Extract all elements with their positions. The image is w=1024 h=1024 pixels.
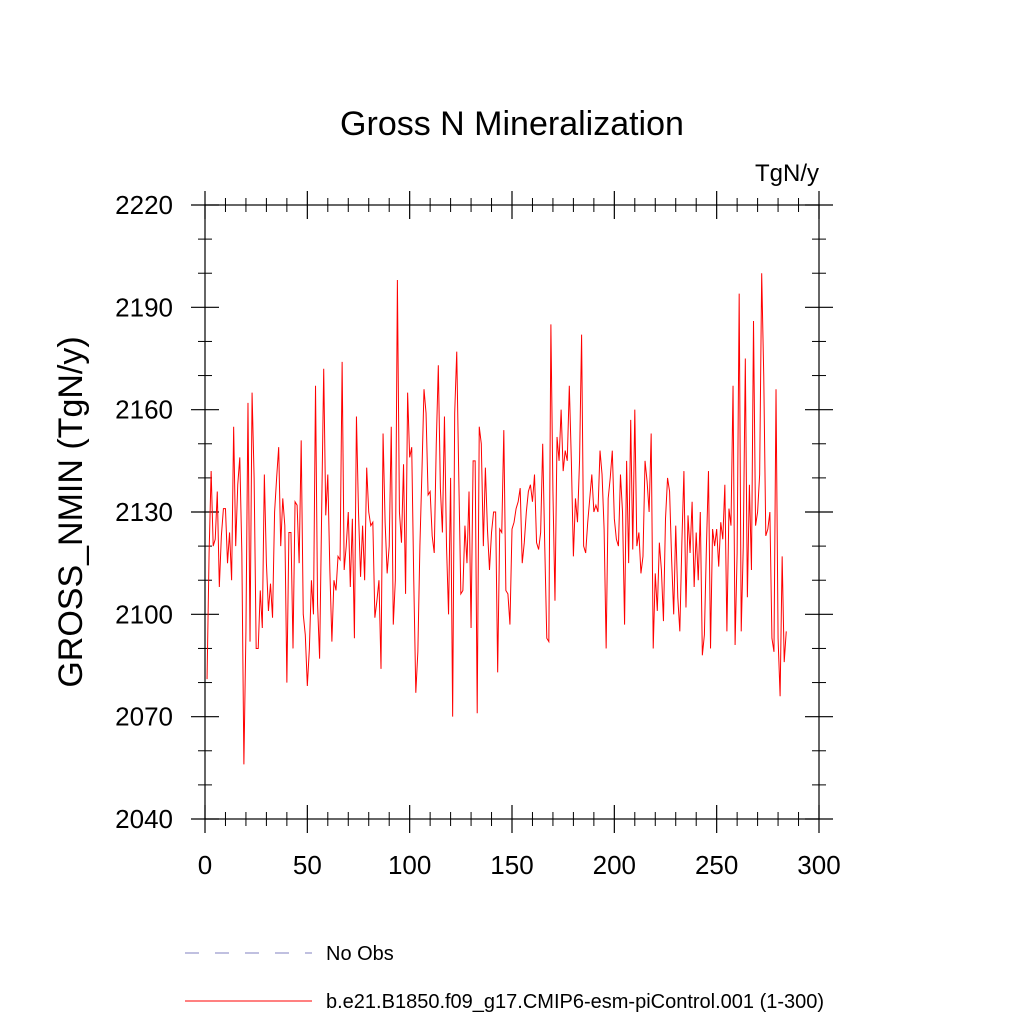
y-tick-label: 2220 [115,190,173,220]
x-tick-label: 250 [695,850,738,880]
y-tick-label: 2070 [115,702,173,732]
x-tick-label: 0 [198,850,212,880]
y-axis-label: GROSS_NMIN (TgN/y) [52,336,90,687]
x-tick-label: 100 [388,850,431,880]
axis-ticks [191,191,833,833]
chart-title: Gross N Mineralization [340,105,684,143]
y-tick-label: 2040 [115,804,173,834]
legend-label-model: b.e21.B1850.f09_g17.CMIP6-esm-piControl.… [326,991,824,1013]
legend: No Obs b.e21.B1850.f09_g17.CMIP6-esm-piC… [185,943,824,1013]
series-group [206,273,787,765]
units-label: TgN/y [755,160,819,187]
x-tick-label: 150 [490,850,533,880]
y-tick-label: 2190 [115,292,173,322]
y-tick-label: 2100 [115,599,173,629]
x-tick-label: 50 [293,850,322,880]
series-line-0 [206,273,787,765]
x-tick-label: 200 [593,850,636,880]
y-tick-label: 2160 [115,395,173,425]
legend-label-no-obs: No Obs [326,943,394,965]
y-tick-label: 2130 [115,497,173,527]
x-tick-labels: 0 50 100 150 200 250 300 [198,850,841,880]
x-tick-label: 300 [797,850,840,880]
y-tick-labels: 2040 2070 2100 2130 2160 2190 2220 [115,190,173,834]
